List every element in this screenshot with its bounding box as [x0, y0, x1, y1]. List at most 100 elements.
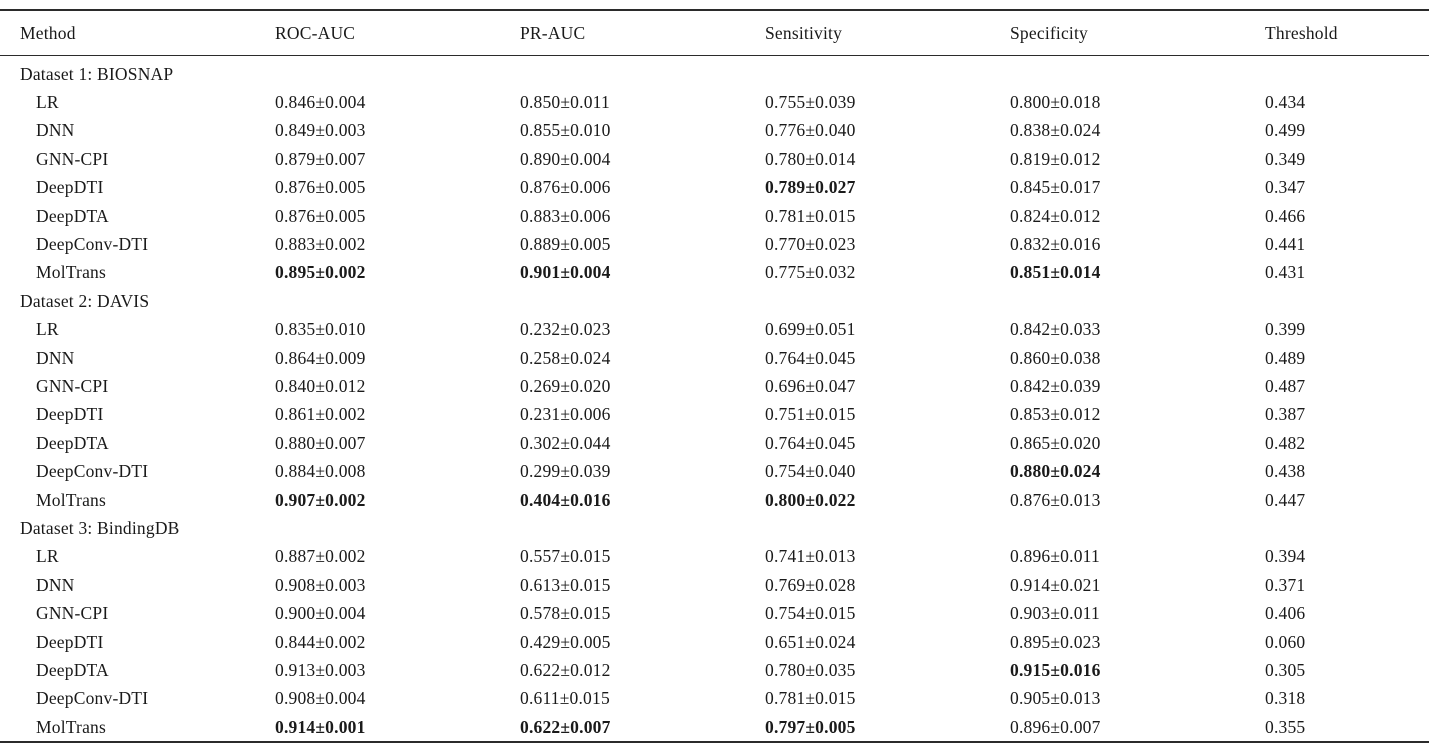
metric-cell-pr-auc: 0.890±0.004: [520, 148, 611, 169]
section-title: Dataset 1: BIOSNAP: [20, 63, 174, 84]
method-cell: DeepConv-DTI: [36, 461, 149, 482]
section-title: Dataset 3: BindingDB: [20, 517, 180, 538]
metric-cell-roc-auc: 0.913±0.003: [275, 659, 366, 680]
metric-cell-threshold: 0.394: [1265, 546, 1306, 567]
metric-cell-specificity: 0.876±0.013: [1010, 489, 1101, 510]
metric-cell-sensitivity: 0.751±0.015: [765, 404, 856, 425]
metric-cell-roc-auc: 0.880±0.007: [275, 432, 366, 453]
metric-cell-roc-auc: 0.861±0.002: [275, 404, 366, 425]
table-row: DeepDTI 0.861±0.002 0.231±0.006 0.751±0.015…: [0, 401, 1429, 429]
column-header-specificity: Specificity: [1010, 10, 1265, 56]
table-row: DeepConv-DTI 0.884±0.008 0.299±0.039 0.754±…: [0, 457, 1429, 485]
metric-cell-specificity: 0.896±0.007: [1010, 716, 1101, 737]
metric-cell-roc-auc: 0.884±0.008: [275, 461, 366, 482]
metric-cell-pr-auc: 0.258±0.024: [520, 347, 611, 368]
metric-cell-specificity: 0.896±0.011: [1010, 546, 1100, 567]
metric-cell-pr-auc: 0.231±0.006: [520, 404, 611, 425]
metric-cell-sensitivity: 0.754±0.015: [765, 603, 856, 624]
metric-cell-pr-auc: 0.855±0.010: [520, 120, 611, 141]
method-cell: DNN: [36, 574, 75, 595]
metric-cell-pr-auc: 0.622±0.012: [520, 659, 611, 680]
metric-cell-pr-auc: 0.232±0.023: [520, 319, 611, 340]
metric-cell-specificity: 0.895±0.023: [1010, 631, 1101, 652]
method-cell: DeepDTA: [36, 432, 109, 453]
method-cell: DNN: [36, 347, 75, 368]
column-header-pr-auc: PR-AUC: [520, 10, 765, 56]
table-row: DeepConv-DTI 0.908±0.004 0.611±0.015 0.781±…: [0, 685, 1429, 713]
table-row: DeepDTA 0.876±0.005 0.883±0.006 0.781±0.015…: [0, 202, 1429, 230]
metric-cell-sensitivity: 0.797±0.005: [765, 716, 856, 737]
metric-cell-pr-auc: 0.901±0.004: [520, 262, 611, 283]
metric-cell-specificity: 0.842±0.033: [1010, 319, 1101, 340]
method-cell: DeepDTA: [36, 659, 109, 680]
metric-cell-roc-auc: 0.883±0.002: [275, 234, 366, 255]
metric-cell-threshold: 0.434: [1265, 92, 1306, 113]
metric-cell-sensitivity: 0.776±0.040: [765, 120, 856, 141]
table-row: GNN-CPI 0.900±0.004 0.578±0.015 0.754±0.015…: [0, 599, 1429, 627]
table-body: Dataset 1: BIOSNAP LR 0.846±0.004 0.850±0.0…: [0, 56, 1429, 743]
metric-cell-specificity: 0.800±0.018: [1010, 92, 1101, 113]
metric-cell-specificity: 0.915±0.016: [1010, 659, 1101, 680]
metric-cell-roc-auc: 0.835±0.010: [275, 319, 366, 340]
table-row: DeepDTA 0.913±0.003 0.622±0.012 0.780±0.035…: [0, 656, 1429, 684]
metric-cell-threshold: 0.487: [1265, 375, 1306, 396]
metric-cell-sensitivity: 0.775±0.032: [765, 262, 856, 283]
method-cell: LR: [36, 92, 59, 113]
metric-cell-roc-auc: 0.876±0.005: [275, 205, 366, 226]
metric-cell-sensitivity: 0.780±0.035: [765, 659, 856, 680]
table-row: GNN-CPI 0.840±0.012 0.269±0.020 0.696±0.047…: [0, 372, 1429, 400]
metric-cell-sensitivity: 0.789±0.027: [765, 177, 856, 198]
table-row: MolTrans 0.907±0.002 0.404±0.016 0.800±0.02…: [0, 486, 1429, 514]
method-cell: GNN-CPI: [36, 148, 109, 169]
metric-cell-sensitivity: 0.754±0.040: [765, 461, 856, 482]
results-table: Method ROC-AUC PR-AUC Sensitivity Specif…: [0, 9, 1429, 744]
method-cell: DeepDTI: [36, 631, 104, 652]
metric-cell-pr-auc: 0.613±0.015: [520, 574, 611, 595]
column-header-sensitivity: Sensitivity: [765, 10, 1010, 56]
metric-cell-roc-auc: 0.840±0.012: [275, 375, 366, 396]
metric-cell-specificity: 0.905±0.013: [1010, 688, 1101, 709]
table-header: Method ROC-AUC PR-AUC Sensitivity Specif…: [0, 10, 1429, 56]
metric-cell-threshold: 0.447: [1265, 489, 1306, 510]
metric-cell-specificity: 0.853±0.012: [1010, 404, 1101, 425]
metric-cell-pr-auc: 0.269±0.020: [520, 375, 611, 396]
table-row: GNN-CPI 0.879±0.007 0.890±0.004 0.780±0.014…: [0, 145, 1429, 173]
table-row: DNN 0.908±0.003 0.613±0.015 0.769±0.028 0.91…: [0, 571, 1429, 599]
metric-cell-pr-auc: 0.889±0.005: [520, 234, 611, 255]
metric-cell-specificity: 0.832±0.016: [1010, 234, 1101, 255]
metric-cell-sensitivity: 0.781±0.015: [765, 205, 856, 226]
column-header-threshold: Threshold: [1265, 10, 1429, 56]
metric-cell-pr-auc: 0.876±0.006: [520, 177, 611, 198]
metric-cell-threshold: 0.406: [1265, 603, 1306, 624]
metric-cell-sensitivity: 0.764±0.045: [765, 432, 856, 453]
metric-cell-threshold: 0.466: [1265, 205, 1306, 226]
table-header-row: Method ROC-AUC PR-AUC Sensitivity Specif…: [0, 10, 1429, 56]
table-row: LR 0.887±0.002 0.557±0.015 0.741±0.013 0.896…: [0, 543, 1429, 571]
metric-cell-roc-auc: 0.895±0.002: [275, 262, 366, 283]
metric-cell-sensitivity: 0.800±0.022: [765, 489, 856, 510]
metric-cell-roc-auc: 0.846±0.004: [275, 92, 366, 113]
method-cell: DeepDTI: [36, 404, 104, 425]
metric-cell-sensitivity: 0.696±0.047: [765, 375, 856, 396]
table-row: DeepConv-DTI 0.883±0.002 0.889±0.005 0.770±…: [0, 230, 1429, 258]
metric-cell-sensitivity: 0.651±0.024: [765, 631, 856, 652]
metric-cell-sensitivity: 0.770±0.023: [765, 234, 856, 255]
table-row: DeepDTA 0.880±0.007 0.302±0.044 0.764±0.045…: [0, 429, 1429, 457]
metric-cell-threshold: 0.438: [1265, 461, 1306, 482]
section-title: Dataset 2: DAVIS: [20, 290, 150, 311]
metric-cell-roc-auc: 0.864±0.009: [275, 347, 366, 368]
metric-cell-pr-auc: 0.622±0.007: [520, 716, 611, 737]
metric-cell-roc-auc: 0.907±0.002: [275, 489, 366, 510]
metric-cell-pr-auc: 0.429±0.005: [520, 631, 611, 652]
metric-cell-roc-auc: 0.849±0.003: [275, 120, 366, 141]
method-cell: LR: [36, 319, 59, 340]
metric-cell-threshold: 0.489: [1265, 347, 1306, 368]
metric-cell-threshold: 0.482: [1265, 432, 1306, 453]
metric-cell-sensitivity: 0.755±0.039: [765, 92, 856, 113]
metric-cell-specificity: 0.860±0.038: [1010, 347, 1101, 368]
metric-cell-pr-auc: 0.299±0.039: [520, 461, 611, 482]
table-row: LR 0.846±0.004 0.850±0.011 0.755±0.039 0.800…: [0, 88, 1429, 116]
metric-cell-threshold: 0.399: [1265, 319, 1306, 340]
metric-cell-roc-auc: 0.908±0.003: [275, 574, 366, 595]
metric-cell-threshold: 0.371: [1265, 574, 1306, 595]
